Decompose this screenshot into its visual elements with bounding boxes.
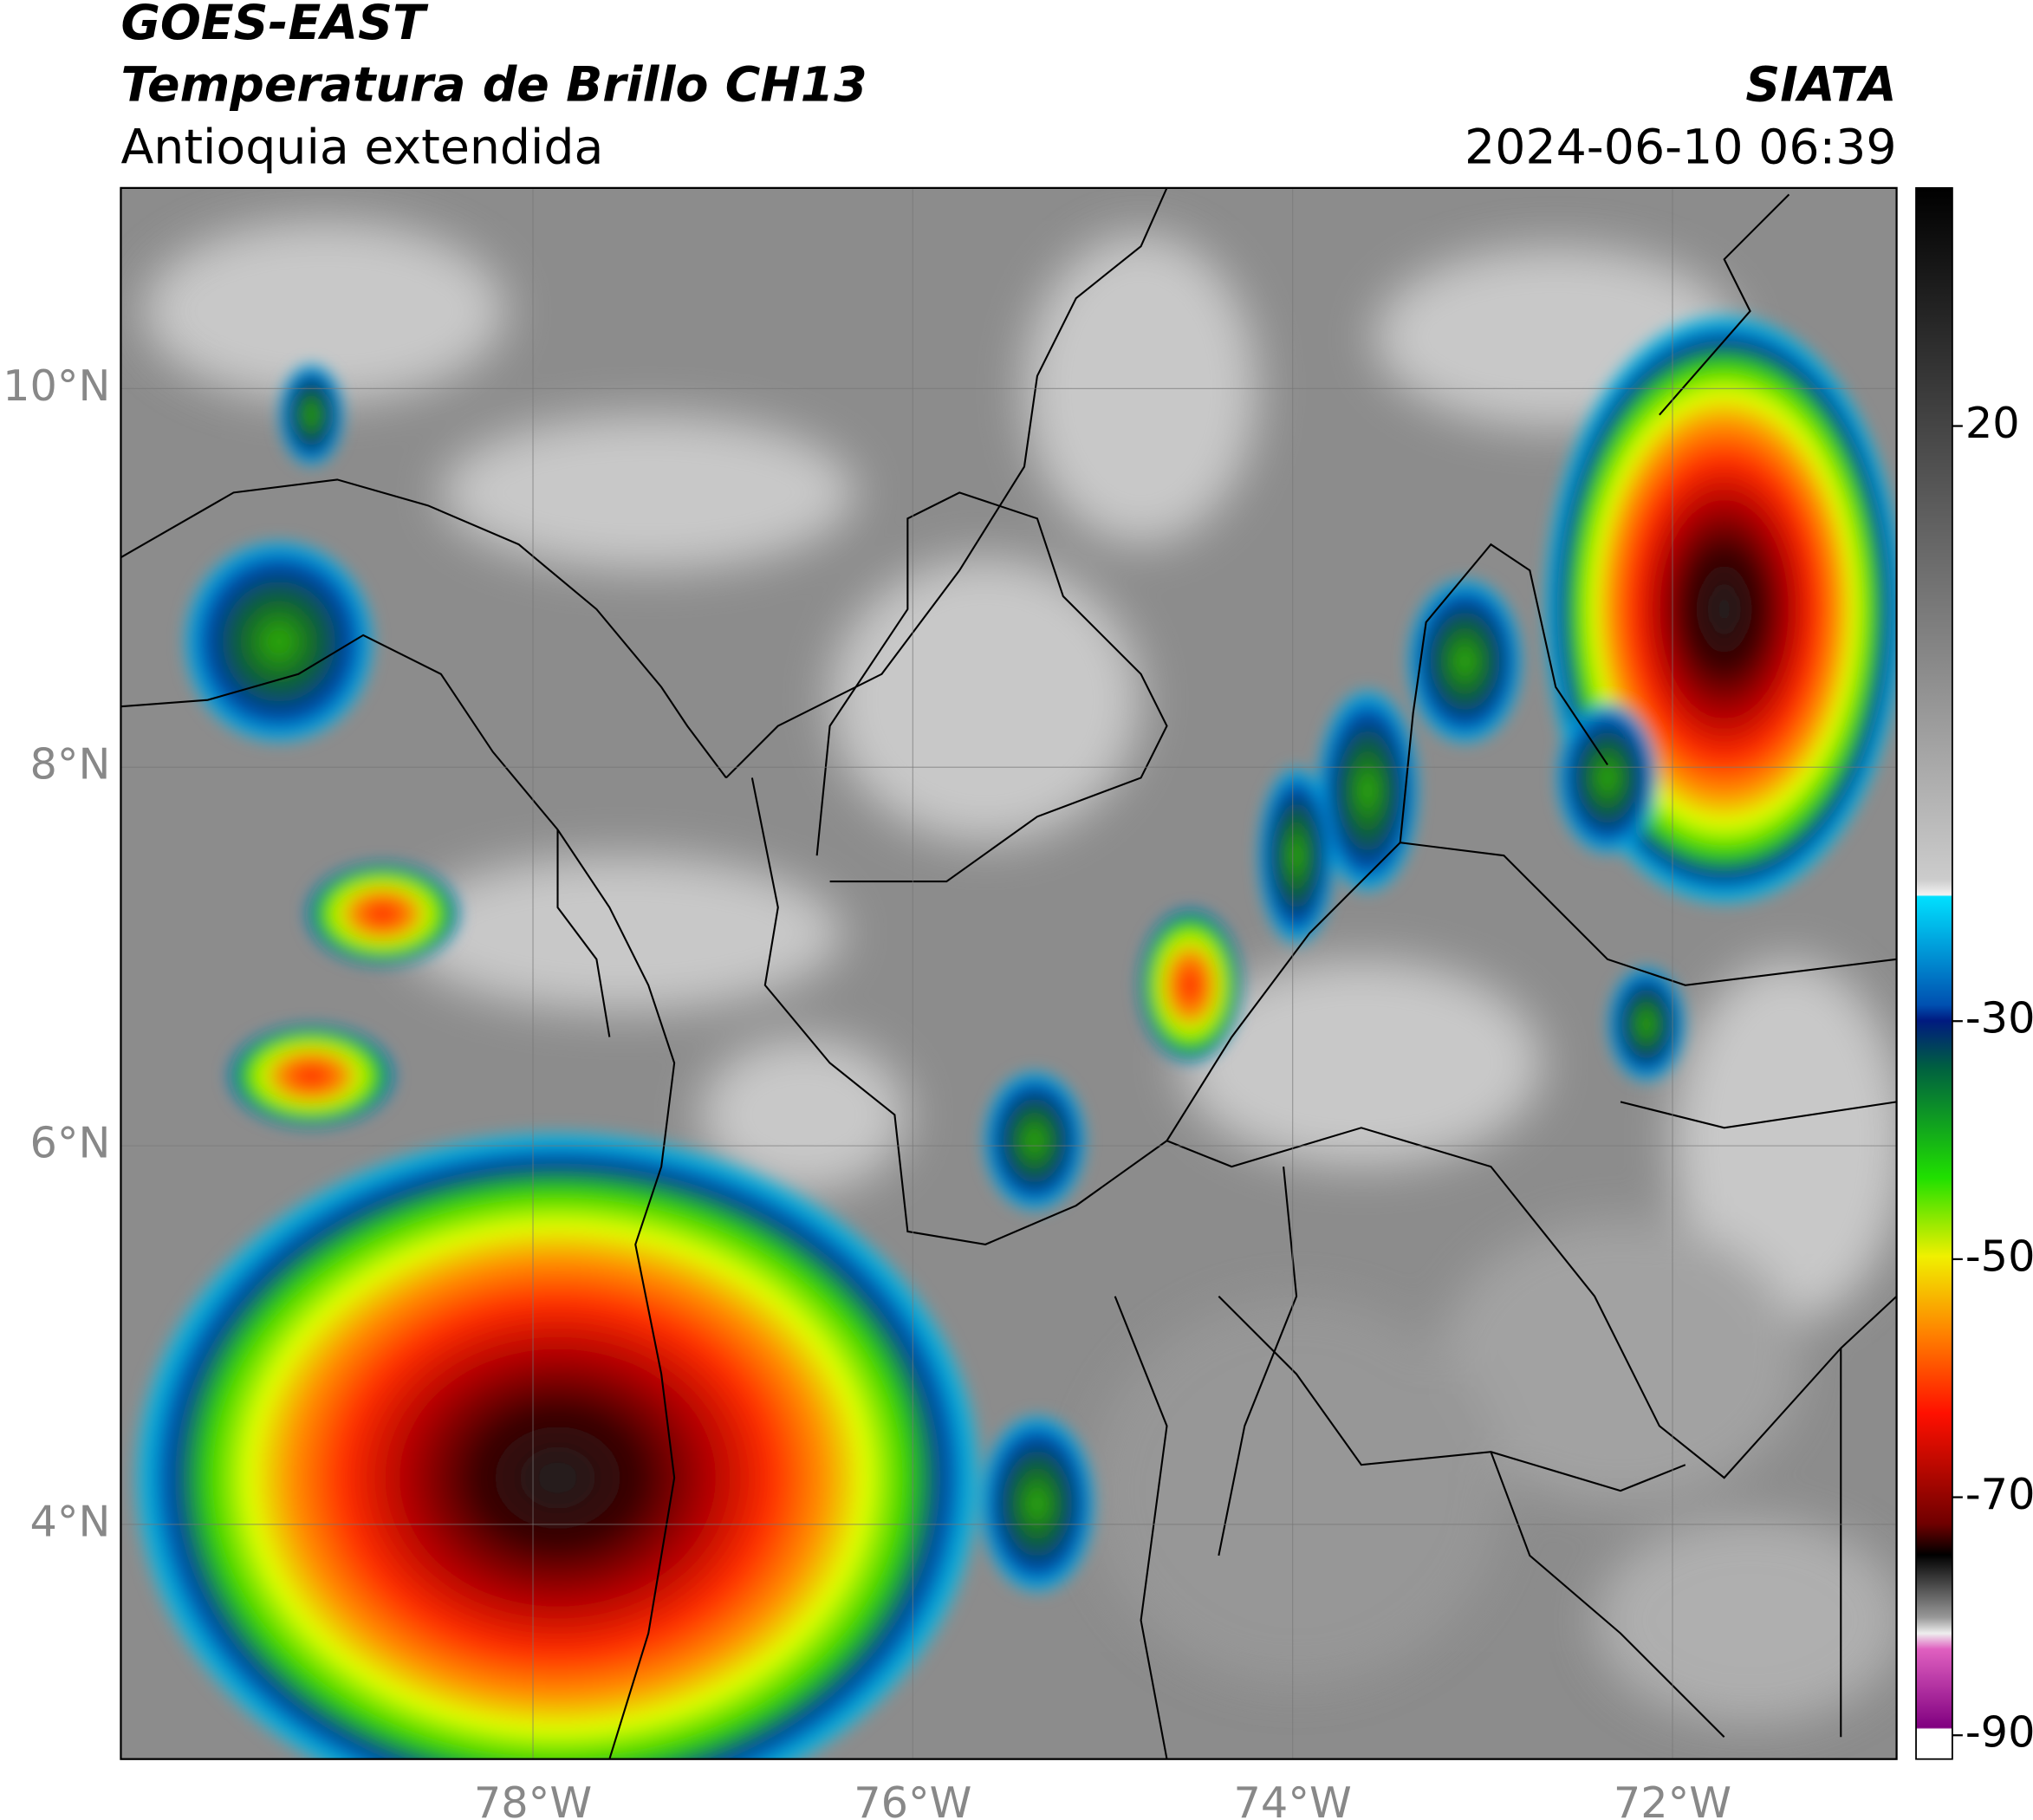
institution: SIATA — [1745, 58, 1896, 114]
lat-label: 4°N — [30, 1496, 111, 1546]
lat-label: 8°N — [30, 739, 111, 790]
colorbar — [1915, 186, 1953, 1760]
timestamp: 2024-06-10 06:39 — [1465, 120, 1897, 175]
lon-label: 74°W — [1234, 1778, 1352, 1820]
colorbar-label: -50 — [1965, 1231, 2033, 1281]
region: Antioquia extendida — [120, 120, 603, 175]
colorbar-label: -90 — [1965, 1707, 2033, 1758]
graticule — [120, 187, 1897, 1759]
colorbar-label: -30 — [1965, 993, 2033, 1043]
lon-label: 76°W — [854, 1778, 971, 1820]
lat-label: 6°N — [30, 1118, 111, 1168]
lon-label: 72°W — [1614, 1778, 1731, 1820]
product: Temperatura de Brillo CH13 — [120, 58, 867, 114]
map-frame — [120, 186, 1898, 1760]
satellite: GOES-EAST — [120, 0, 429, 51]
map-image — [120, 187, 1897, 1759]
colorbar-label: -70 — [1965, 1469, 2033, 1519]
lon-label: 78°W — [474, 1778, 592, 1820]
lat-label: 10°N — [3, 361, 110, 411]
colorbar-label: 20 — [1965, 398, 2020, 448]
